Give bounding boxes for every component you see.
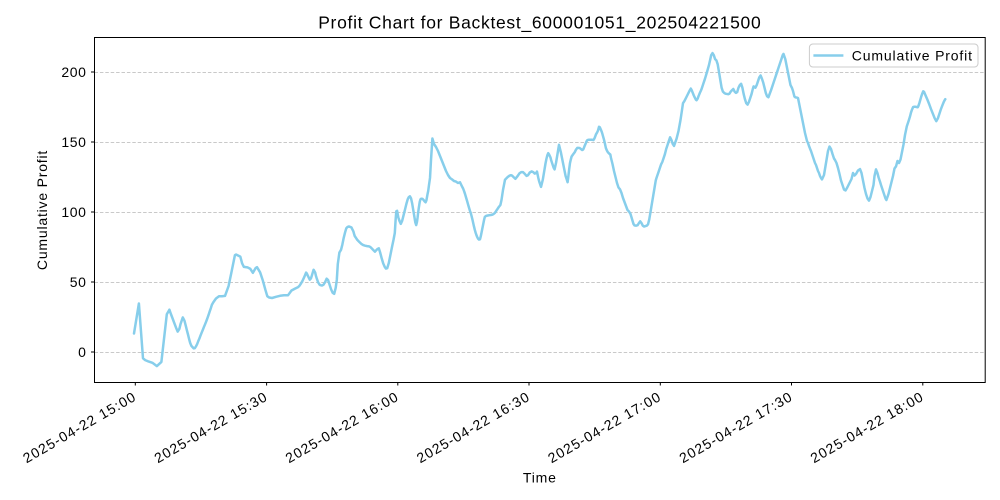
svg-text:Cumulative Profit: Cumulative Profit [34,150,50,270]
svg-text:200: 200 [61,64,86,80]
svg-text:50: 50 [70,274,87,290]
svg-text:150: 150 [61,134,86,150]
svg-text:Profit Chart for Backtest_6000: Profit Chart for Backtest_600001051_2025… [318,13,761,34]
svg-text:100: 100 [61,204,86,220]
svg-text:0: 0 [78,344,86,360]
svg-text:Time: Time [523,469,557,485]
svg-text:Cumulative Profit: Cumulative Profit [852,47,973,63]
